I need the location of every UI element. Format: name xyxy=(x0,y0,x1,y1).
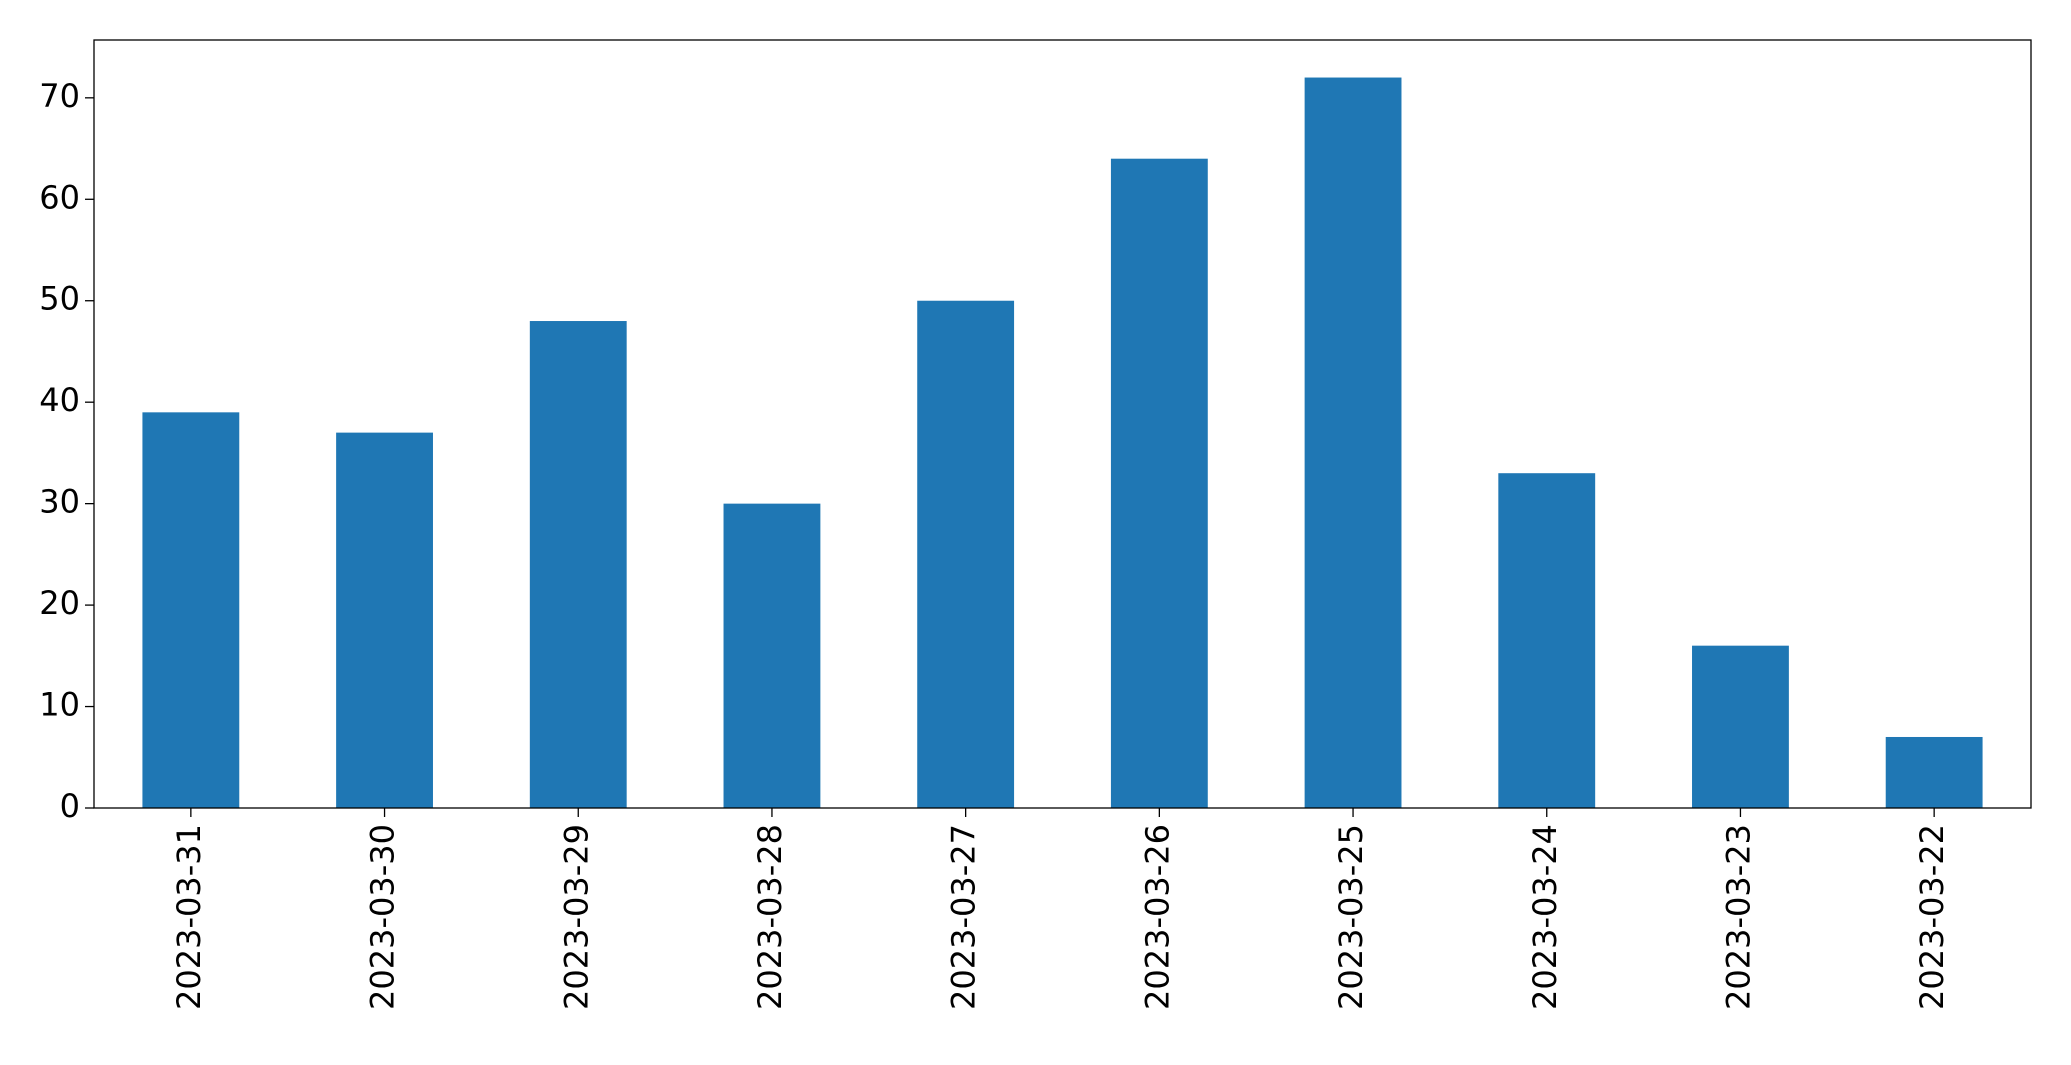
x-tick-label: 2023-03-26 xyxy=(1138,824,1176,1010)
y-tick-label: 40 xyxy=(39,381,80,419)
x-tick-label: 2023-03-27 xyxy=(945,824,983,1010)
y-tick-label: 50 xyxy=(39,280,80,318)
x-tick-label: 2023-03-30 xyxy=(364,824,402,1010)
bar xyxy=(529,321,627,808)
x-tick-label: 2023-03-25 xyxy=(1332,824,1370,1010)
y-tick-label: 10 xyxy=(39,686,80,724)
bar xyxy=(917,300,1015,808)
bar xyxy=(1110,158,1208,808)
x-tick-label: 2023-03-31 xyxy=(170,824,208,1010)
y-tick-label: 20 xyxy=(39,584,80,622)
bar xyxy=(1498,473,1596,808)
x-tick-label: 2023-03-23 xyxy=(1719,824,1757,1010)
y-tick-label: 60 xyxy=(39,178,80,216)
plot-frame xyxy=(93,39,2032,809)
bar xyxy=(1692,645,1789,808)
bar xyxy=(1885,736,1983,808)
bar xyxy=(336,432,433,808)
x-tick-label: 2023-03-24 xyxy=(1526,824,1564,1010)
y-tick-label: 30 xyxy=(39,483,80,521)
bar xyxy=(723,503,821,808)
x-tick-label: 2023-03-29 xyxy=(557,824,595,1010)
x-tick-label: 2023-03-22 xyxy=(1913,824,1951,1010)
bar xyxy=(142,412,240,808)
x-tick-label: 2023-03-28 xyxy=(751,824,789,1010)
bar xyxy=(1304,77,1402,808)
y-tick-label: 70 xyxy=(39,77,80,115)
y-tick-label: 0 xyxy=(60,787,80,825)
